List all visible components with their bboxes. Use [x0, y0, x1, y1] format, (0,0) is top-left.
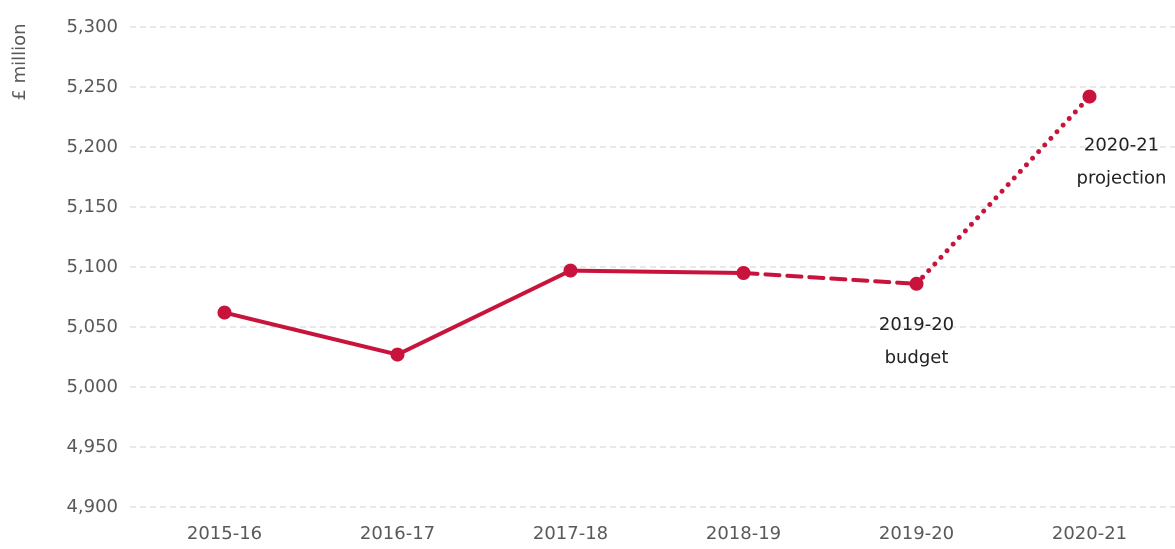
annotation: budget — [885, 347, 949, 368]
point — [563, 263, 578, 278]
annotation: projection — [1077, 168, 1167, 189]
point — [1082, 89, 1097, 104]
y-tick-label: 5,200 — [66, 136, 118, 157]
point — [390, 347, 405, 362]
y-tick-label: 4,950 — [66, 436, 118, 457]
point — [909, 276, 924, 291]
x-tick-label: 2016-17 — [360, 523, 435, 544]
y-tick-label: 5,100 — [66, 256, 118, 277]
x-tick-label: 2018-19 — [706, 523, 781, 544]
line-segment — [741, 271, 919, 286]
y-axis-label: £ million — [9, 23, 30, 100]
point — [736, 266, 751, 280]
x-tick-label: 2015-16 — [187, 523, 262, 544]
y-tick-label: 5,250 — [66, 76, 118, 97]
y-tick-label: 4,900 — [66, 496, 118, 517]
point — [217, 305, 232, 320]
line-segment — [222, 310, 400, 357]
annotation: 2019-20 — [879, 314, 954, 335]
line-segment — [568, 268, 746, 275]
x-tick-label: 2017-18 — [533, 523, 608, 544]
x-tick-label: 2020-21 — [1052, 523, 1127, 544]
y-tick-label: 5,000 — [66, 376, 118, 397]
annotation: 2020-21 — [1084, 135, 1159, 156]
line-segment — [914, 94, 1092, 287]
y-tick-label: 5,300 — [66, 16, 118, 37]
y-tick-label: 5,150 — [66, 196, 118, 217]
x-tick-label: 2019-20 — [879, 523, 954, 544]
line-segment — [395, 268, 573, 357]
y-tick-label: 5,050 — [66, 316, 118, 337]
